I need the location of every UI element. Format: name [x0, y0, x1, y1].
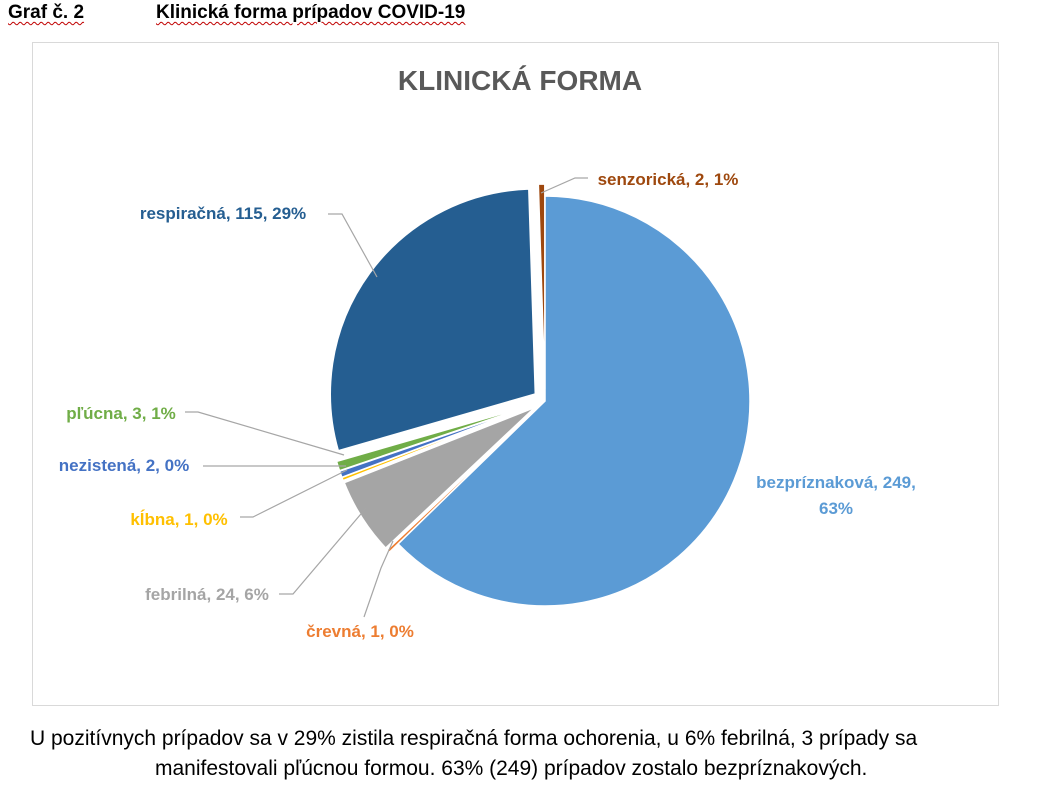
pie-slice-respiračná	[329, 188, 537, 452]
figure-number: Graf č. 2	[8, 2, 85, 23]
leader-line-febrilná	[279, 507, 367, 595]
data-label-bezpríznaková: bezpríznaková, 249, 63%	[756, 473, 916, 518]
pie-chart: KLINICKÁ FORMA bezpríznaková, 249, 63% čre…	[59, 65, 916, 641]
caption-line-1: U pozitívnych prípadov sa v 29% zistila …	[30, 727, 918, 750]
data-label-kĺbna: kĺbna, 1, 0%	[130, 509, 227, 529]
data-label-pľúcna: pľúcna, 3, 1%	[66, 404, 176, 423]
pie-slice-febrilná	[343, 406, 536, 550]
data-label-nezistená: nezistená, 2, 0%	[59, 456, 189, 475]
figure-title: Klinická forma prípadov COVID-19	[156, 2, 466, 23]
leader-line-črevná	[363, 540, 394, 618]
pie-slices	[329, 183, 751, 607]
data-label-črevná: črevná, 1, 0%	[306, 622, 414, 641]
data-label-respiračná: respiračná, 115, 29%	[140, 204, 306, 223]
caption-line-2: manifestovali pľúcnou formou. 63% (249) …	[155, 757, 868, 780]
leader-line-respiračná	[328, 213, 378, 278]
leader-lines	[185, 177, 588, 618]
pie-slice-senzorická	[537, 183, 546, 390]
leader-line-senzorická	[540, 177, 588, 194]
leader-line-kĺbna	[240, 469, 348, 518]
chart-title: KLINICKÁ FORMA	[398, 65, 642, 96]
figure-heading: Graf č. 2 Klinická forma prípadov COVID-1…	[8, 2, 465, 24]
leader-line-pľúcna	[185, 411, 345, 456]
data-labels: bezpríznaková, 249, 63% črevná, 1, 0% febri…	[59, 170, 916, 641]
pie-slice-bezpríznaková	[396, 195, 751, 607]
data-label-senzorická: senzorická, 2, 1%	[598, 170, 739, 189]
chart-frame	[32, 42, 999, 706]
data-label-febrilná: febrilná, 24, 6%	[145, 585, 269, 604]
